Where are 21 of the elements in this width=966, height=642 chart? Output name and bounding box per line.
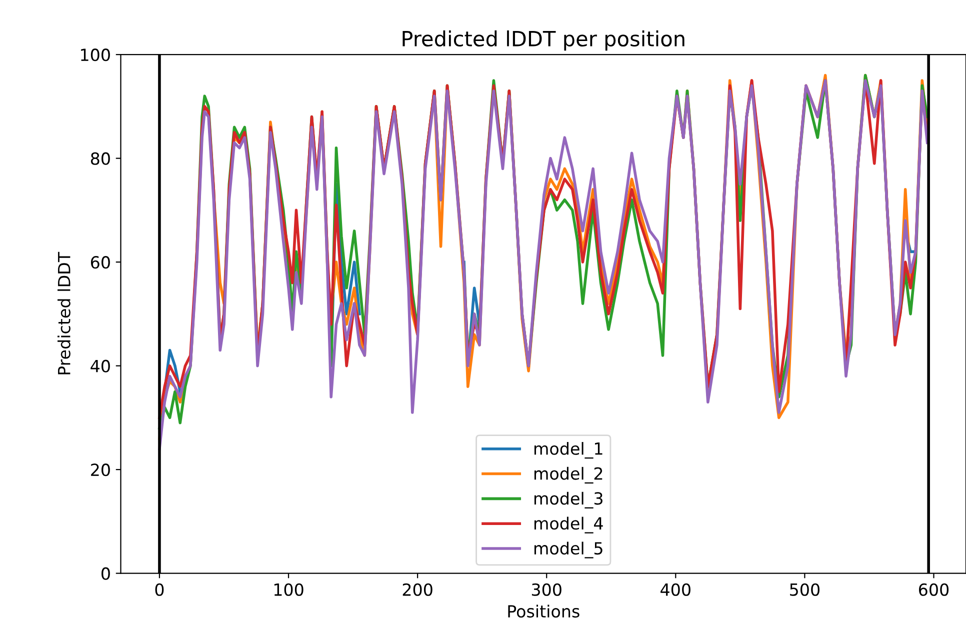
legend-label: model_5 [534, 542, 602, 558]
x-tick-label: 100 [274, 583, 304, 596]
y-tick-label: 100 [81, 48, 110, 62]
legend-label: model_2 [534, 466, 602, 484]
legend-label: model_4 [534, 516, 603, 534]
x-tick-label: 200 [402, 583, 432, 596]
y-tick-label: 80 [90, 152, 110, 165]
y-tick-label: 0 [102, 567, 110, 580]
x-tick-label: 500 [790, 583, 820, 596]
chart-title: Predicted lDDT per position [402, 30, 684, 51]
x-tick-label: 400 [660, 583, 690, 596]
legend-label: model_1 [534, 442, 602, 459]
x-tick-label: 0 [155, 583, 164, 596]
y-tick-label: 60 [90, 256, 110, 269]
x-tick-label: 300 [532, 583, 562, 596]
legend-label: model_3 [534, 492, 602, 508]
x-tick-label: 600 [918, 583, 949, 596]
y-axis-title: Predicted lDDT [58, 252, 70, 374]
x-axis-title: Positions [508, 604, 580, 618]
y-tick-label: 40 [90, 360, 110, 372]
y-tick-label: 20 [91, 464, 110, 476]
